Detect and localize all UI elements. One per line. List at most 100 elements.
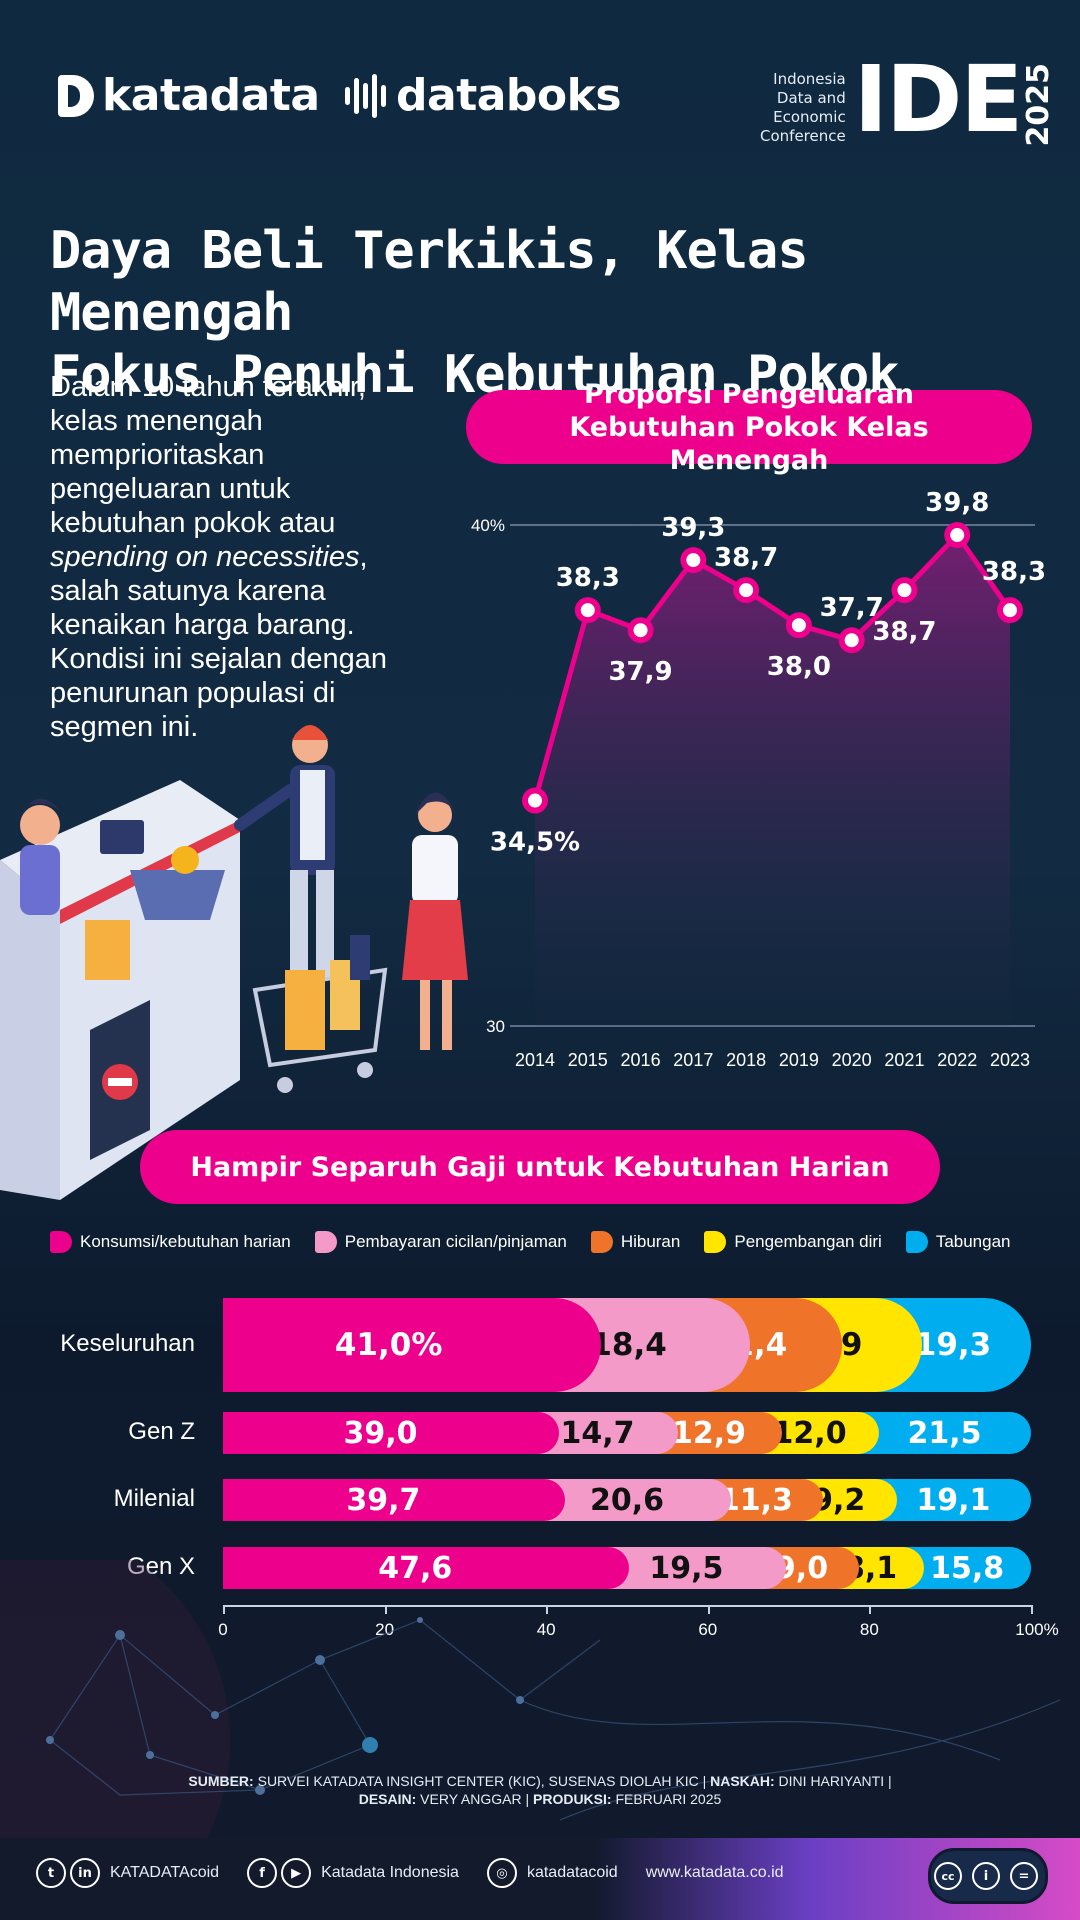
desain-label: DESAIN: (358, 1791, 417, 1807)
footer-website-link[interactable]: www.katadata.co.id (645, 1864, 784, 1881)
data-label: 34,5% (490, 828, 580, 858)
data-point (680, 547, 707, 574)
y-tick-label: 40% (471, 516, 505, 535)
naskah-label: NASKAH: (710, 1773, 775, 1789)
intro-text: Dalam 10 tahun terakhir, kelas menengah … (50, 370, 410, 744)
katadata-mark-icon (58, 74, 94, 117)
instagram-icon[interactable]: ◎ (486, 1858, 517, 1888)
x-tick-label: 80 (859, 1620, 879, 1639)
shopping-illustration (0, 725, 468, 1200)
footer-handle-facebook[interactable]: Katadata Indonesia (321, 1864, 459, 1881)
data-point (838, 627, 865, 654)
legend-label: Tabungan (935, 1232, 1011, 1251)
data-point (891, 577, 918, 604)
glow-circle (0, 1560, 230, 1840)
legend-label: Pengembangan diri (734, 1232, 882, 1251)
source-line-1: SUMBER: SURVEI KATADATA INSIGHT CENTER (… (100, 1772, 980, 1790)
counter-side (0, 860, 60, 1200)
woman-head (418, 798, 452, 832)
footer-handle-twitter[interactable]: KATADATAcoid (110, 1864, 220, 1881)
man-leg (290, 870, 308, 980)
basket-icon (130, 870, 225, 920)
data-point (733, 577, 760, 604)
man-arm (234, 784, 296, 831)
data-point (627, 617, 654, 644)
x-tick-label: 2020 (832, 1050, 872, 1070)
facebook-icon[interactable]: f (247, 1858, 278, 1888)
x-axis-line (223, 1605, 1031, 1607)
sumber-text: SURVEI KATADATA INSIGHT CENTER (KIC), SU… (253, 1773, 711, 1789)
x-tick-label: 40 (536, 1620, 556, 1639)
data-point (944, 522, 971, 549)
cart-item (350, 935, 370, 980)
x-tick-label: 100% (1015, 1620, 1059, 1639)
stacked-bar: 39,0 14,7 12,9 12,0 21,5 (223, 1412, 1031, 1454)
linkedin-icon[interactable]: in (70, 1858, 100, 1888)
series-line (532, 532, 1013, 802)
source-line-2: DESAIN: VERY ANGGAR | PRODUKSI: FEBRUARI… (100, 1790, 980, 1808)
ide-line: Conference (760, 127, 846, 145)
legend-swatch (704, 1231, 727, 1253)
ide-line: Indonesia (773, 70, 846, 88)
produksi-label: PRODUKSI: (533, 1791, 612, 1807)
man-hair (292, 725, 328, 740)
ide-line: Economic (773, 108, 846, 126)
legend-item: Konsumsi/kebutuhan harian (50, 1231, 291, 1253)
produksi-text: FEBRUARI 2025 (611, 1791, 722, 1807)
intro-part-2: , salah satunya karena kenaikan harga ba… (50, 541, 387, 743)
x-tick-label: 20 (375, 1620, 395, 1639)
sumber-label: SUMBER: (188, 1773, 254, 1789)
bar-chart-title-text: Hampir Separuh Gaji untuk Kebutuhan Hari… (190, 1151, 890, 1183)
woman-leg (442, 980, 452, 1050)
x-tick-label: 2019 (779, 1050, 819, 1070)
bar-chart-title: Hampir Separuh Gaji untuk Kebutuhan Hari… (140, 1130, 940, 1204)
legend-swatch (590, 1231, 613, 1253)
monitor-icon (100, 820, 144, 854)
area-fill (535, 535, 1010, 1026)
bag-icon (85, 920, 130, 980)
woman-skirt (402, 900, 468, 980)
line-chart: 40%3034,5%38,337,939,338,738,037,738,739… (471, 488, 1046, 1070)
data-label: 38,3 (556, 563, 620, 593)
x-tick-label: 2016 (621, 1050, 661, 1070)
source-credits: SUMBER: SURVEI KATADATA INSIGHT CENTER (… (100, 1772, 980, 1808)
stacked-bar-chart: Keseluruhan 41,0%18,411,49,919,3 Gen Z 39,0… (0, 1296, 1080, 1639)
bar-category-label: Gen X (126, 1553, 195, 1580)
data-label: 38,0 (767, 652, 831, 682)
ide-word: IDE (853, 46, 1023, 153)
woman-leg (420, 980, 430, 1050)
ide-logo: Indonesia Data and Economic Conference I… (760, 46, 1056, 153)
x-tick-label: 2014 (515, 1050, 555, 1070)
legend-label: Konsumsi/kebutuhan harian (80, 1232, 291, 1251)
line-chart-title-text: Proporsi Pengeluaran Kebutuhan Pokok Kel… (569, 378, 929, 476)
cashier-hair (18, 798, 63, 820)
bar-segment: 14,7 (538, 1412, 678, 1454)
desain-text: VERY ANGGAR | (416, 1791, 533, 1807)
x-tick-label: 2023 (990, 1050, 1030, 1070)
data-label: 39,8 (925, 488, 989, 518)
databoks-wordmark: databoks (396, 70, 622, 121)
x-tick-label: 2021 (884, 1050, 924, 1070)
legend-label: Pembayaran cicilan/pinjaman (344, 1232, 567, 1251)
man-shirt (300, 770, 325, 860)
man-leg (316, 870, 334, 980)
data-point (785, 612, 812, 639)
footer-handle-instagram[interactable]: katadatacoid (526, 1864, 618, 1881)
bar-segment: 20,6 (543, 1479, 732, 1521)
data-label: 38,7 (872, 617, 936, 647)
woman-top (412, 835, 458, 905)
twitter-icon[interactable]: t (36, 1858, 66, 1888)
data-label: 37,7 (820, 593, 884, 623)
x-tick (223, 1605, 225, 1614)
bar-category-label: Gen Z (128, 1418, 195, 1445)
cart-bag (285, 970, 325, 1050)
katadata-logo: katadata (58, 70, 320, 121)
intro-italic: spending on necessities (50, 541, 360, 573)
naskah-text: DINI HARIYANTI | (774, 1773, 892, 1789)
x-tick-label: 2015 (568, 1050, 608, 1070)
bar-chart-legend: Konsumsi/kebutuhan harian Pembayaran cici… (50, 1231, 1070, 1253)
youtube-icon[interactable]: ▶ (281, 1858, 312, 1888)
x-tick (546, 1605, 549, 1614)
intro-part-1: Dalam 10 tahun terakhir, kelas menengah … (50, 371, 366, 539)
x-tick-label: 2018 (726, 1050, 766, 1070)
